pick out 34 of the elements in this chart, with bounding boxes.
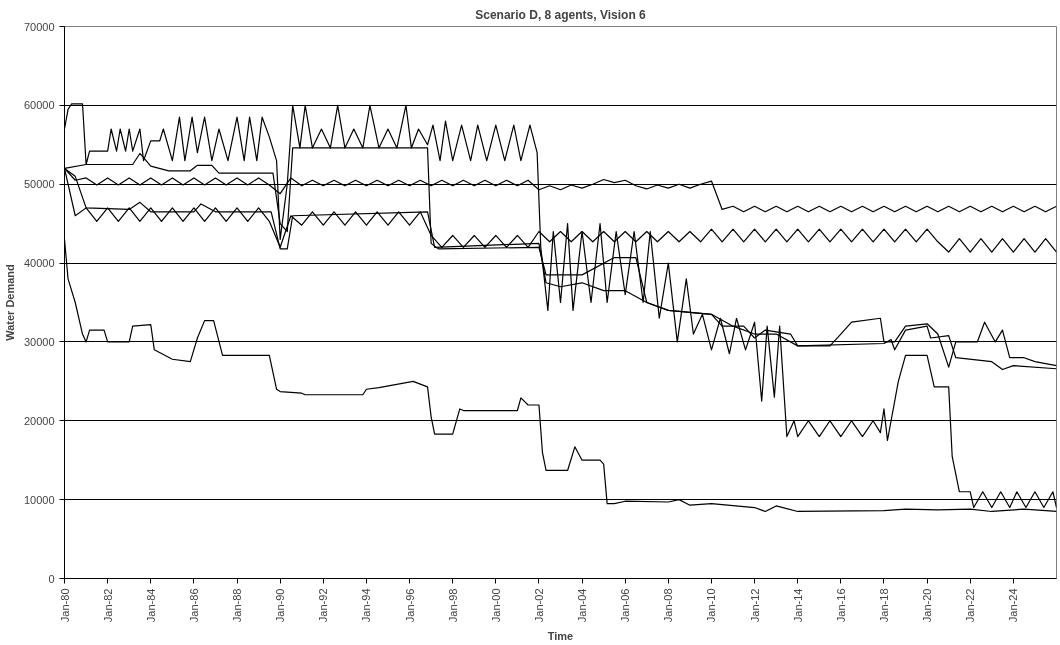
x-tick-label: Jan-12 xyxy=(748,588,761,623)
x-tick-label: Jan-20 xyxy=(921,588,934,623)
x-tick-label: Jan-86 xyxy=(187,588,200,623)
x-tick-label: Jan-90 xyxy=(274,588,287,623)
x-tick-label: Jan-96 xyxy=(403,588,416,623)
y-tick-label: 70000 xyxy=(23,20,55,33)
x-tick-label: Jan-16 xyxy=(834,588,847,623)
x-tick-label: Jan-14 xyxy=(791,588,804,623)
chart-title: Scenario D, 8 agents, Vision 6 xyxy=(475,7,647,22)
x-tick-label: Jan-92 xyxy=(317,588,330,623)
y-tick-label: 30000 xyxy=(23,335,55,348)
x-tick-label: Jan-02 xyxy=(532,588,545,623)
y-axis-title: Water Demand xyxy=(3,264,16,341)
x-tick-label: Jan-98 xyxy=(446,588,459,623)
x-tick-label: Jan-08 xyxy=(662,588,675,623)
x-tick-label: Jan-80 xyxy=(58,588,71,623)
x-tick-label: Jan-18 xyxy=(877,588,890,623)
x-tick-label: Jan-10 xyxy=(705,588,718,623)
x-axis-title: Time xyxy=(547,630,574,643)
x-tick-label: Jan-00 xyxy=(489,588,502,623)
x-tick-label: Jan-22 xyxy=(964,588,977,623)
x-tick-label: Jan-06 xyxy=(619,588,632,623)
y-tick-label: 50000 xyxy=(23,178,55,191)
x-tick-label: Jan-24 xyxy=(1007,588,1020,623)
x-tick-label: Jan-82 xyxy=(101,588,114,623)
y-tick-label: 0 xyxy=(48,572,55,585)
y-tick-label: 60000 xyxy=(23,99,55,112)
x-tick-label: Jan-84 xyxy=(144,588,157,623)
x-tick-label: Jan-04 xyxy=(576,588,589,623)
y-tick-label: 20000 xyxy=(23,414,55,427)
x-tick-label: Jan-88 xyxy=(231,588,244,623)
y-tick-label: 40000 xyxy=(23,257,55,270)
y-tick-label: 10000 xyxy=(23,493,55,506)
x-tick-label: Jan-94 xyxy=(360,588,373,623)
